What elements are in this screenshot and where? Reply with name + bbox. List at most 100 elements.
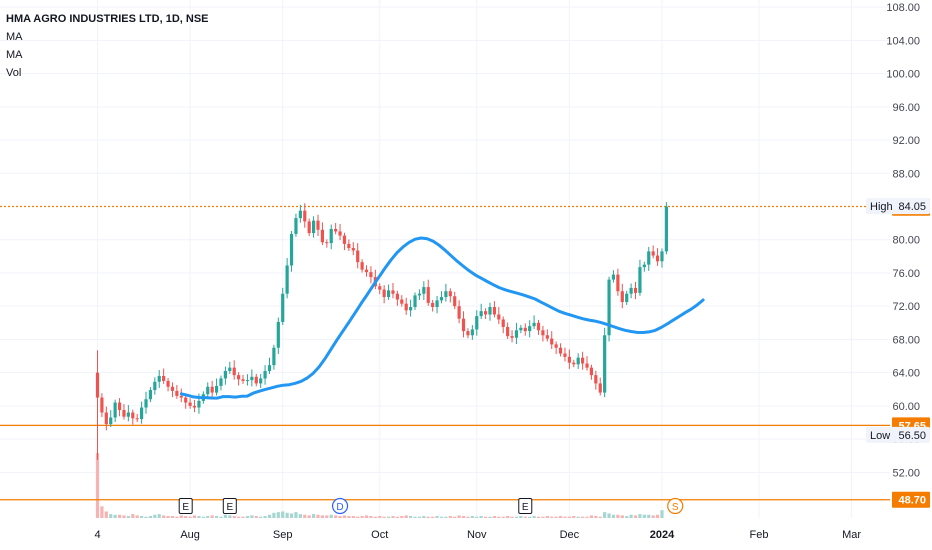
- candle-body: [488, 307, 492, 315]
- volume-bar: [347, 516, 351, 518]
- volume-bar: [466, 516, 470, 518]
- candle-body: [298, 210, 302, 219]
- split-marker[interactable]: [667, 497, 684, 515]
- earnings-marker[interactable]: [178, 498, 193, 514]
- volume-bar: [272, 512, 276, 518]
- candle-body: [651, 251, 655, 256]
- y-tick-label: 104.00: [886, 35, 920, 47]
- candle-body: [140, 407, 144, 420]
- candle-body: [395, 293, 399, 300]
- y-tick-label: 72.00: [892, 301, 920, 313]
- volume-bar: [550, 516, 554, 518]
- ma-indicator-label[interactable]: MA: [6, 31, 23, 43]
- volume-bar: [439, 516, 444, 518]
- volume-bar: [545, 516, 549, 518]
- candle-body: [250, 376, 254, 381]
- candle-body: [245, 380, 250, 382]
- volume-bar: [581, 516, 585, 518]
- volume-bar: [391, 516, 395, 518]
- earnings-marker-label: E: [226, 502, 233, 513]
- volume-bar: [488, 516, 492, 518]
- earnings-marker[interactable]: [222, 498, 237, 514]
- candle-body: [122, 410, 126, 417]
- low-tag: [866, 426, 930, 443]
- volume-indicator-label[interactable]: Vol: [6, 67, 22, 79]
- volume-bar: [409, 516, 413, 518]
- time-axis[interactable]: 4 Aug Sep Oct Nov Dec 2024 Feb Mar: [94, 529, 861, 541]
- candle-body: [364, 269, 369, 273]
- dividend-marker-label: D: [336, 502, 343, 513]
- candle-body: [558, 347, 563, 354]
- candle-body: [426, 287, 430, 303]
- volume-bar: [210, 515, 214, 518]
- ma-indicator-label-2[interactable]: MA: [6, 49, 23, 61]
- candle-body: [647, 251, 651, 265]
- low-tag-value: 56.50: [898, 430, 926, 442]
- volume-bar: [558, 516, 563, 518]
- volume-bar: [254, 516, 258, 518]
- x-tick-label: Sep: [273, 529, 293, 541]
- candle-body: [461, 318, 466, 332]
- candle-body: [126, 412, 130, 417]
- candle-body: [188, 402, 192, 406]
- volume-bar: [572, 516, 576, 518]
- candle-body: [501, 319, 505, 327]
- volume-bar: [404, 515, 408, 518]
- volume-bar: [170, 516, 175, 518]
- volume-bar: [360, 516, 364, 518]
- symbol-title[interactable]: HMA AGRO INDUSTRIES LTD, 1D, NSE: [6, 13, 209, 25]
- volume-bar: [338, 516, 342, 518]
- volume-bar: [541, 516, 545, 518]
- earnings-marker[interactable]: [518, 498, 533, 514]
- moving-average-line: [179, 236, 705, 400]
- volume-bar: [435, 516, 439, 518]
- candle-body: [334, 228, 338, 232]
- volume-bar: [651, 515, 655, 518]
- candle-body: [100, 397, 104, 413]
- earnings-marker-label: E: [182, 502, 189, 513]
- volume-bar: [514, 516, 519, 518]
- volume-bar: [475, 516, 479, 518]
- candle-body: [457, 306, 461, 319]
- volume-bar: [647, 514, 651, 518]
- candle-body: [131, 412, 135, 419]
- candle-body: [483, 311, 488, 315]
- candle-body: [382, 289, 386, 298]
- candle-body: [554, 344, 558, 348]
- candle-body: [237, 375, 241, 380]
- volume-bar: [625, 516, 629, 518]
- candle-body: [439, 297, 444, 301]
- volume-bar: [162, 515, 166, 518]
- volume-bar: [594, 516, 598, 518]
- volume-bar: [378, 516, 382, 518]
- candle-body: [329, 228, 333, 244]
- candle-body: [567, 356, 571, 363]
- level-price-tag[interactable]: [892, 491, 930, 508]
- candle-body: [581, 357, 585, 364]
- x-tick-label: 4: [94, 529, 100, 541]
- candle-body: [272, 347, 276, 366]
- volume-bar: [329, 514, 333, 518]
- candle-body: [338, 231, 342, 236]
- volume-bar: [316, 514, 320, 518]
- candle-body: [417, 293, 422, 296]
- volume-bar: [276, 512, 280, 518]
- volume-bar: [206, 516, 210, 518]
- y-tick-label: 88.00: [892, 168, 920, 180]
- candle-body: [223, 370, 227, 379]
- volume-bar: [298, 514, 302, 518]
- volume-bar: [192, 515, 197, 518]
- candle-body: [572, 362, 576, 365]
- volume-bar: [620, 515, 624, 518]
- candle-body: [448, 291, 452, 297]
- dividend-marker[interactable]: [331, 497, 349, 515]
- volume-bar: [457, 515, 461, 518]
- candle-body: [113, 402, 117, 418]
- candle-body: [611, 274, 616, 280]
- candle-body: [184, 397, 188, 403]
- candle-body: [135, 418, 139, 420]
- candle-body: [241, 379, 245, 381]
- price-axis[interactable]: 52.0056.0060.0064.0068.0072.0076.0080.00…: [866, 2, 930, 508]
